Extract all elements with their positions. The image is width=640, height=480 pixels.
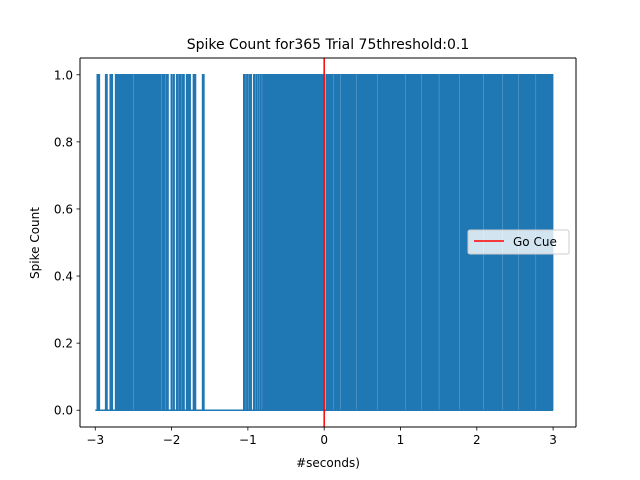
y-axis-label: Spike Count [28, 207, 42, 279]
axes-frame [79, 57, 577, 428]
y-tick-label: 0.2 [54, 337, 73, 351]
x-axis-label: #seconds) [296, 456, 360, 470]
x-tick-label: −1 [239, 433, 257, 447]
legend-box [467, 229, 570, 255]
x-tick-label: −2 [163, 433, 181, 447]
x-tick-label: 1 [397, 433, 405, 447]
x-tick-label: 0 [320, 433, 328, 447]
x-tick-label: 3 [549, 433, 557, 447]
series-layer [95, 74, 554, 411]
y-axis-ticks: 0.0 0.2 0.4 0.6 0.8 1.0 [54, 68, 80, 418]
legend-label-go-cue: Go Cue [513, 235, 557, 249]
y-tick-label: 1.0 [54, 68, 73, 82]
y-tick-label: 0.8 [54, 135, 73, 149]
x-tick-label: −3 [86, 433, 104, 447]
y-tick-label: 0.4 [54, 270, 73, 284]
y-tick-label: 0.6 [54, 202, 73, 216]
x-axis-ticks: −3 −2 −1 0 1 2 3 [86, 427, 557, 447]
y-tick-label: 0.0 [54, 404, 73, 418]
chart-title: Spike Count for365 Trial 75threshold:0.1 [187, 37, 470, 53]
x-tick-label: 2 [473, 433, 481, 447]
legend: Go Cue [467, 229, 570, 255]
spike-count-series-line [95, 74, 554, 411]
